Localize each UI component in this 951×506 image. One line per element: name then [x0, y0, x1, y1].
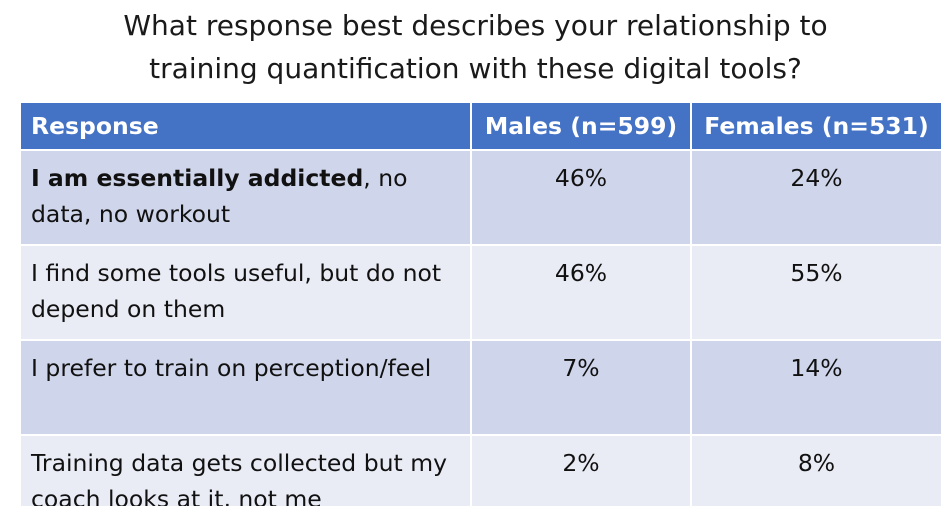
response-text: , no data, no workout — [31, 164, 408, 228]
title-line-2: training quantification with these digit… — [149, 52, 802, 85]
response-text: Training data gets collected but my coac… — [31, 449, 447, 506]
header-response: Response — [21, 103, 472, 150]
females-percent: 55% — [691, 244, 941, 340]
survey-results-table: Response Males (n=599) Females (n=531) I… — [21, 103, 941, 506]
slide-title: What response best describes your relati… — [0, 4, 951, 90]
males-percent: 7% — [471, 339, 692, 435]
males-percent: 2% — [471, 434, 692, 506]
table-row: I find some tools useful, but do not dep… — [21, 244, 941, 340]
header-females: Females (n=531) — [691, 103, 941, 150]
males-percent: 46% — [471, 244, 692, 340]
response-cell: I prefer to train on perception/feel — [21, 339, 472, 435]
response-emphasis: I am essentially addicted — [31, 164, 364, 192]
header-males: Males (n=599) — [471, 103, 692, 150]
females-percent: 14% — [691, 339, 941, 435]
response-cell: I find some tools useful, but do not dep… — [21, 244, 472, 340]
males-percent: 46% — [471, 149, 692, 245]
table-header-row: Response Males (n=599) Females (n=531) — [21, 103, 941, 150]
table-row: Training data gets collected but my coac… — [21, 434, 941, 506]
females-percent: 24% — [691, 149, 941, 245]
table-row: I prefer to train on perception/feel 7% … — [21, 339, 941, 435]
title-line-1: What response best describes your relati… — [123, 9, 828, 42]
table-row: I am essentially addicted, no data, no w… — [21, 149, 941, 245]
response-cell: I am essentially addicted, no data, no w… — [21, 149, 472, 245]
response-cell: Training data gets collected but my coac… — [21, 434, 472, 506]
response-text: I prefer to train on perception/feel — [31, 354, 432, 382]
response-text: I find some tools useful, but do not dep… — [31, 259, 442, 323]
females-percent: 8% — [691, 434, 941, 506]
